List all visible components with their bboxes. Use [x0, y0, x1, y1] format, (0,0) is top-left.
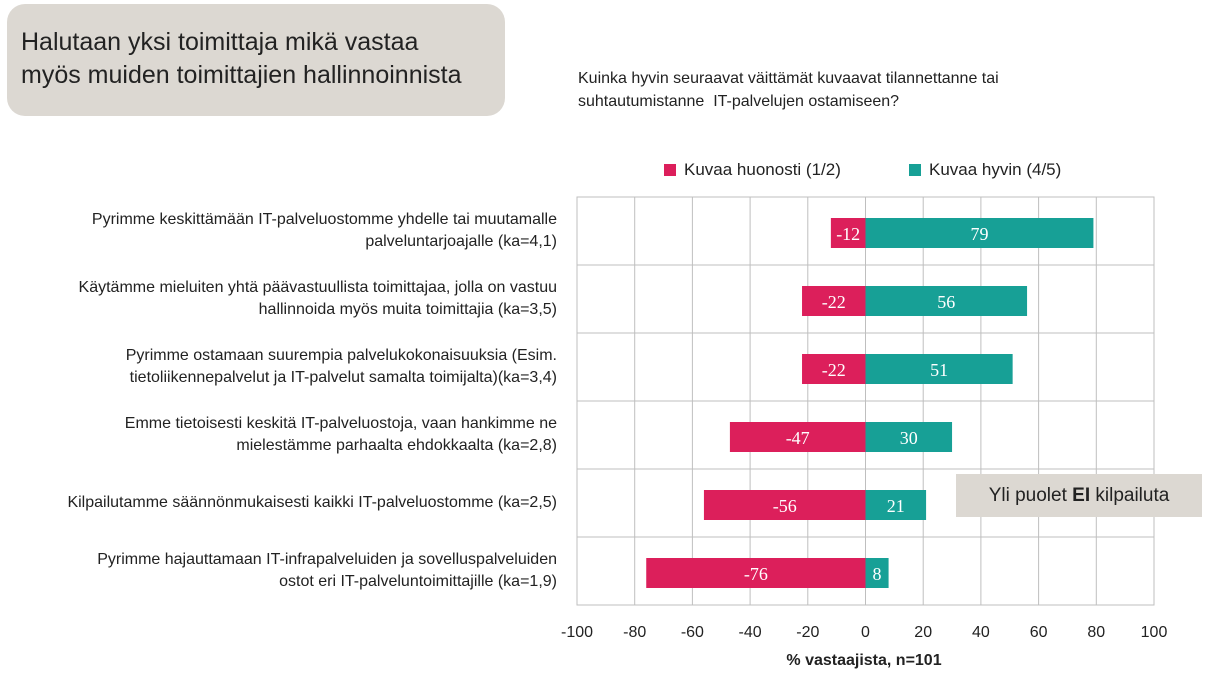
category-label: Käytämme mieluiten yhtä päävastuullista …: [0, 277, 557, 321]
x-tick-label: -40: [739, 624, 762, 641]
question-line-2: suhtautumistanne IT-palvelujen ostamisee…: [578, 93, 900, 110]
x-tick-label: -60: [681, 624, 704, 641]
data-label-negative: -47: [786, 428, 810, 448]
data-label-positive: 8: [873, 564, 882, 584]
x-tick-label: -20: [796, 624, 819, 641]
title-line-2: myös muiden toimittajien hallinnoinnista: [21, 61, 462, 89]
category-label-line: tietoliikennepalvelut ja IT-palvelut sam…: [129, 369, 557, 386]
data-label-positive: 30: [900, 428, 918, 448]
x-tick-label: 80: [1087, 624, 1105, 641]
x-tick-label: 60: [1030, 624, 1048, 641]
callout-text-bold: EI: [1072, 485, 1091, 506]
data-label-negative: -12: [836, 224, 860, 244]
category-label-line: ostot eri IT-palveluntoimittajille (ka=1…: [279, 573, 557, 590]
bar-negative: [729, 422, 866, 452]
question-line-1: Kuinka hyvin seuraavat väittämät kuvaava…: [578, 70, 999, 87]
legend-swatch-positive: [909, 164, 921, 176]
category-label-line: Käytämme mieluiten yhtä päävastuullista …: [78, 279, 557, 296]
bar-negative: [830, 218, 866, 248]
data-label-positive: 79: [970, 224, 988, 244]
title-line-1: Halutaan yksi toimittaja mikä vastaa: [21, 28, 419, 56]
callout-text-before: Yli puolet: [988, 485, 1073, 506]
category-label: Emme tietoisesti keskitä IT-palveluostoj…: [0, 413, 557, 457]
callout-text-after: kilpailuta: [1090, 485, 1170, 506]
data-label-negative: -22: [822, 360, 846, 380]
data-label-negative: -22: [822, 292, 846, 312]
category-label-line: Emme tietoisesti keskitä IT-palveluostoj…: [124, 415, 557, 432]
category-label: Pyrimme ostamaan suurempia palvelukokona…: [0, 345, 557, 389]
legend-swatch-negative: [664, 164, 676, 176]
legend-item-positive: Kuvaa hyvin (4/5): [909, 160, 1061, 180]
survey-question: Kuinka hyvin seuraavat väittämät kuvaava…: [578, 67, 1138, 113]
category-label-line: mielestämme parhaalta ehdokkaalta (ka=2,…: [236, 437, 557, 454]
callout-box: Yli puolet EI kilpailuta: [956, 474, 1202, 517]
x-tick-label: 40: [972, 624, 990, 641]
x-axis-title: % vastaajista, n=101: [786, 652, 942, 669]
bar-negative: [703, 490, 866, 520]
category-label: Kilpailutamme säännönmukaisesti kaikki I…: [0, 492, 557, 514]
title-box: Halutaan yksi toimittaja mikä vastaa myö…: [7, 4, 505, 116]
x-tick-label: -80: [623, 624, 646, 641]
bar-positive: [865, 558, 889, 588]
category-label: Pyrimme hajauttamaan IT-infrapalveluiden…: [0, 549, 557, 593]
legend-label-negative: Kuvaa huonosti (1/2): [684, 160, 841, 179]
category-label-line: Pyrimme ostamaan suurempia palvelukokona…: [125, 347, 557, 364]
legend-item-negative: Kuvaa huonosti (1/2): [664, 160, 841, 180]
bar-positive: [865, 218, 1094, 248]
x-tick-label: 100: [1141, 624, 1168, 641]
bar-positive: [865, 286, 1028, 316]
category-label-line: Kilpailutamme säännönmukaisesti kaikki I…: [67, 494, 557, 511]
bar-negative: [802, 286, 866, 316]
bar-positive: [865, 422, 953, 452]
bar-positive: [865, 354, 1013, 384]
data-label-positive: 51: [930, 360, 948, 380]
data-label-positive: 21: [887, 496, 905, 516]
bar-positive: [865, 490, 927, 520]
bar-negative: [802, 354, 866, 384]
x-tick-label: -100: [561, 624, 593, 641]
bar-negative: [646, 558, 866, 588]
data-label-negative: -76: [744, 564, 768, 584]
x-tick-label: 0: [861, 624, 870, 641]
category-label-line: hallinnoida myös muita toimittajia (ka=3…: [258, 301, 557, 318]
category-label-line: Pyrimme hajauttamaan IT-infrapalveluiden…: [97, 551, 557, 568]
category-label-line: palveluntarjoajalle (ka=4,1): [365, 233, 557, 250]
category-label-line: Pyrimme keskittämään IT-palveluostomme y…: [91, 211, 557, 228]
category-label: Pyrimme keskittämään IT-palveluostomme y…: [0, 209, 557, 253]
data-label-negative: -56: [773, 496, 797, 516]
data-label-positive: 56: [937, 292, 955, 312]
legend-label-positive: Kuvaa hyvin (4/5): [929, 160, 1062, 179]
x-tick-label: 20: [914, 624, 932, 641]
